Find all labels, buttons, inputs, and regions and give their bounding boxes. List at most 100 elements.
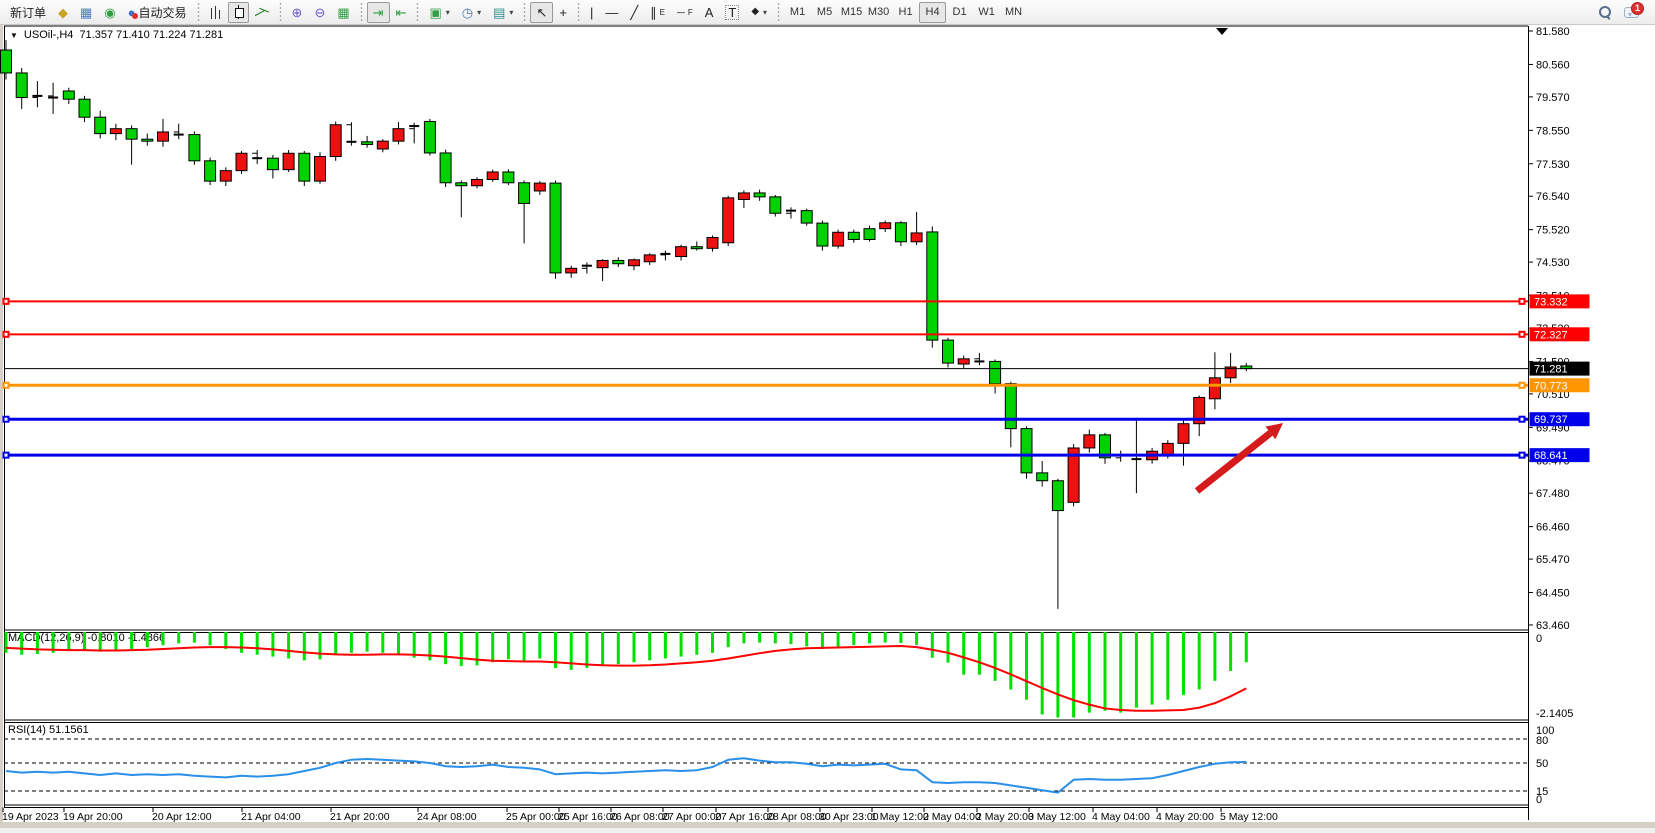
cube-icon-button[interactable]: ◆ [52,2,74,23]
hline-handle-center [1520,332,1524,336]
candle-body-down [1051,480,1064,512]
x-axis-label: 28 Apr 08:00 [767,811,827,823]
candle-body-down [549,182,562,274]
candle-body-down [1099,434,1111,459]
fibonacci-tool-button[interactable]: ┈ F [677,4,693,20]
candle-body-down [188,134,201,162]
hline-handle-center [1520,417,1524,421]
timeframe-button-M15[interactable]: M15 [838,2,865,23]
candle-body-down [15,72,28,99]
equidistant-channel-icon: ∥ [650,4,657,20]
candle-body-up [219,170,232,182]
autotrade-button[interactable]: ● 自动交易 [122,2,193,23]
timeframe-button-H4[interactable]: H4 [919,1,947,23]
y-axis-tick-label: 75.520 [1536,225,1570,237]
timeframe-button-M5[interactable]: M5 [811,2,838,23]
macd-signal-line [5,644,1247,712]
candle-body-down [942,339,954,364]
timeframe-button-D1[interactable]: D1 [946,2,973,23]
timeframe-button-W1[interactable]: W1 [973,2,1000,23]
notification-badge: 1 [1631,1,1644,15]
candle-body-up [157,131,169,142]
timeframe-button-M30[interactable]: M30 [865,2,892,23]
zoom-in-button[interactable]: ⊕ [286,2,309,23]
candle-body-down [894,222,907,243]
cube-icon: ◆ [58,4,69,20]
candle-body-up [643,254,656,263]
chevron-down-icon: ▾ [509,7,514,17]
chart-ohlc-values: 71.357 71.410 71.224 71.281 [79,29,224,41]
trendline-tool-button[interactable]: ╱ [624,2,644,23]
arrows-tool-dropdown[interactable]: ◆ ▾ [745,2,773,23]
trend-arrow-head[interactable] [1265,423,1283,440]
chart-symbol-period: USOil-,H4 [23,29,74,41]
candle-body-up [737,192,750,200]
candle-body-up [910,232,923,243]
notifications-button[interactable]: 1 [1618,1,1645,23]
toolbar-separator [195,3,201,21]
search-button[interactable] [1593,2,1618,23]
new-chart-icon: ▣ [429,4,442,20]
line-chart-button[interactable] [249,2,275,23]
rsi-indicator-label: RSI(14) 51.1561 [8,724,89,736]
hline-handle-center [1520,383,1524,387]
candle-body-up [1083,434,1096,449]
chart-shift-button[interactable]: ⇤ [390,2,413,23]
cursor-icon: ↖ [536,4,548,20]
cursor-tool-button[interactable]: ↖ [530,1,554,23]
hline-handle-center [1520,453,1524,457]
macd-axis-min: -2.1405 [1536,708,1573,720]
auto-scroll-icon: ⇥ [372,4,384,20]
y-axis-tick-label: 74.530 [1536,257,1570,269]
y-axis-tick-label: 67.480 [1536,488,1570,500]
zoom-out-button[interactable]: ⊖ [308,2,331,23]
period-dropdown[interactable]: ◷ ▾ [456,2,487,23]
candle-body-up [1224,366,1237,379]
candle-body-down [439,152,452,184]
text-label-tool-button[interactable]: T [719,2,745,23]
price-chart-svg[interactable]: 81.580 80.560 79.570 78.550 77.530 76.540 75.5… [0,25,1655,828]
auto-scroll-button[interactable]: ⇥ [366,1,390,23]
vline-tool-button[interactable]: | [584,2,599,23]
fibonacci-icon: ┈ [677,4,685,20]
signal-icon-button[interactable]: ◉ [98,2,121,23]
collapse-triangle-icon[interactable]: ▼ [10,30,18,40]
candle-body-down [989,360,1002,385]
price-label-72.327: 72.327 [1534,329,1568,341]
timeframe-button-MN[interactable]: MN [1000,2,1027,23]
candlestick-chart-button[interactable] [227,1,249,23]
candle-body-down [62,90,75,100]
rsi-axis-label-80: 80 [1536,735,1548,747]
timeframe-label: M15 [840,6,863,18]
zoom-in-icon: ⊕ [291,4,303,20]
price-label-69.737: 69.737 [1534,414,1568,426]
tile-windows-icon: ▦ [337,4,350,20]
crosshair-tool-button[interactable]: + [553,2,573,23]
candle-body-down [800,210,813,224]
x-axis-label: 5 May 12:00 [1220,811,1278,823]
candle-body-down [125,128,138,140]
new-chart-dropdown[interactable]: ▣ ▾ [423,2,455,23]
bar-chart-button[interactable] [204,2,228,23]
candle-body-down [753,192,766,198]
trend-arrow-shaft[interactable] [1194,430,1273,494]
chevron-down-icon: ▾ [477,7,482,17]
x-axis-label: 25 Apr 16:00 [558,811,618,823]
timeframe-label: D1 [952,6,967,18]
candle-body-up [1208,377,1221,400]
text-label-icon: T [725,4,740,20]
timeframe-button-M1[interactable]: M1 [784,2,811,23]
price-label-bg-73.332 [1529,294,1590,309]
tile-windows-button[interactable]: ▦ [331,2,355,23]
channel-tool-button[interactable]: ∥ E [650,4,665,20]
chevron-down-icon: ▾ [763,7,768,17]
candle-body-down [141,138,154,142]
hline-tool-button[interactable]: — [599,2,624,23]
text-tool-button[interactable]: A [699,2,720,23]
new-order-button[interactable]: 新订单 [4,2,52,23]
templates-dropdown[interactable]: ▤ ▾ [487,2,519,23]
price-label-70.773: 70.773 [1534,380,1568,392]
monitor-icon-button[interactable]: ▦ [74,2,98,23]
timeframe-button-H1[interactable]: H1 [892,2,919,23]
chart-background [0,25,1655,828]
